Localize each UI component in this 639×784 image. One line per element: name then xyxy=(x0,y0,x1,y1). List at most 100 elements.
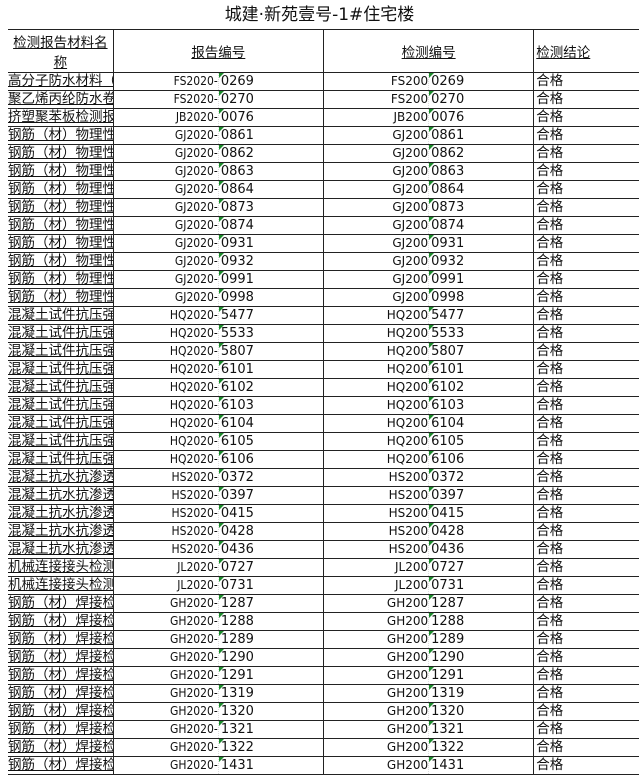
test-number-cell[interactable]: 0931 xyxy=(428,234,535,253)
test-number-cell[interactable]: 0861 xyxy=(428,126,535,145)
report-number-cell[interactable]: 0436 xyxy=(217,540,324,559)
material-name-cell[interactable]: 钢筋（材）物理性能检测报告 xyxy=(8,216,114,235)
test-prefix-cell[interactable]: GH200 xyxy=(323,630,429,649)
result-cell[interactable]: 合格 xyxy=(533,378,639,397)
result-cell[interactable]: 合格 xyxy=(533,324,639,343)
material-name-cell[interactable]: 高分子防水材料（片材）检测报告 xyxy=(8,72,114,91)
report-number-cell[interactable]: 0270 xyxy=(217,90,324,109)
material-name-cell[interactable]: 混凝土抗水抗渗透试验检测报告 xyxy=(8,468,114,487)
report-number-cell[interactable]: 1289 xyxy=(217,630,324,649)
test-prefix-cell[interactable]: HQ200 xyxy=(323,360,429,379)
result-cell[interactable]: 合格 xyxy=(533,630,639,649)
test-prefix-cell[interactable]: GH200 xyxy=(323,720,429,739)
test-prefix-cell[interactable]: FS200 xyxy=(323,90,429,109)
test-number-cell[interactable]: 0862 xyxy=(428,144,535,163)
report-number-cell[interactable]: 6101 xyxy=(217,360,324,379)
test-number-cell[interactable]: 0727 xyxy=(428,558,535,577)
material-name-cell[interactable]: 挤塑聚苯板检测报告 xyxy=(8,108,114,127)
material-name-cell[interactable]: 混凝土抗水抗渗透试验检测报告 xyxy=(8,486,114,505)
header-name[interactable]: 检测报告材料名称 xyxy=(8,29,114,73)
material-name-cell[interactable]: 混凝土试件抗压强度检测报告 xyxy=(8,396,114,415)
result-cell[interactable]: 合格 xyxy=(533,198,639,217)
report-number-cell[interactable]: 0998 xyxy=(217,288,324,307)
test-prefix-cell[interactable]: HQ200 xyxy=(323,342,429,361)
test-prefix-cell[interactable]: HS200 xyxy=(323,540,429,559)
material-name-cell[interactable]: 聚乙烯丙纶防水卷材用聚合物水泥粘结料检测报告 xyxy=(8,90,114,109)
report-prefix-cell[interactable]: GH2020- xyxy=(113,684,219,703)
test-number-cell[interactable]: 0998 xyxy=(428,288,535,307)
test-prefix-cell[interactable]: HQ200 xyxy=(323,306,429,325)
test-prefix-cell[interactable]: GJ200 xyxy=(323,216,429,235)
result-cell[interactable]: 合格 xyxy=(533,450,639,469)
report-number-cell[interactable]: 1290 xyxy=(217,648,324,667)
report-number-cell[interactable]: 0731 xyxy=(217,576,324,595)
result-cell[interactable]: 合格 xyxy=(533,306,639,325)
test-prefix-cell[interactable]: GH200 xyxy=(323,738,429,757)
test-prefix-cell[interactable]: JL200 xyxy=(323,576,429,595)
result-cell[interactable]: 合格 xyxy=(533,342,639,361)
test-prefix-cell[interactable]: JB200 xyxy=(323,108,429,127)
test-prefix-cell[interactable]: GH200 xyxy=(323,648,429,667)
test-prefix-cell[interactable]: HS200 xyxy=(323,504,429,523)
test-prefix-cell[interactable]: GJ200 xyxy=(323,288,429,307)
test-number-cell[interactable]: 0270 xyxy=(428,90,535,109)
test-number-cell[interactable]: 6103 xyxy=(428,396,535,415)
test-number-cell[interactable]: 1319 xyxy=(428,684,535,703)
report-number-cell[interactable]: 0931 xyxy=(217,234,324,253)
report-prefix-cell[interactable]: JB2020- xyxy=(113,108,219,127)
test-number-cell[interactable]: 0991 xyxy=(428,270,535,289)
result-cell[interactable]: 合格 xyxy=(533,126,639,145)
material-name-cell[interactable]: 钢筋（材）物理性能检测报告 xyxy=(8,198,114,217)
report-prefix-cell[interactable]: GJ2020- xyxy=(113,144,219,163)
result-cell[interactable]: 合格 xyxy=(533,288,639,307)
report-prefix-cell[interactable]: FS2020- xyxy=(113,72,219,91)
report-prefix-cell[interactable]: HQ2020- xyxy=(113,450,219,469)
test-prefix-cell[interactable]: GH200 xyxy=(323,612,429,631)
material-name-cell[interactable]: 混凝土试件抗压强度检测报告 xyxy=(8,450,114,469)
report-prefix-cell[interactable]: GH2020- xyxy=(113,612,219,631)
result-cell[interactable]: 合格 xyxy=(533,270,639,289)
report-prefix-cell[interactable]: HQ2020- xyxy=(113,342,219,361)
test-number-cell[interactable]: 6101 xyxy=(428,360,535,379)
material-name-cell[interactable]: 混凝土试件抗压强度检测报告 xyxy=(8,324,114,343)
report-prefix-cell[interactable]: GJ2020- xyxy=(113,252,219,271)
test-number-cell[interactable]: 1321 xyxy=(428,720,535,739)
test-number-cell[interactable]: 0397 xyxy=(428,486,535,505)
test-prefix-cell[interactable]: HQ200 xyxy=(323,324,429,343)
result-cell[interactable]: 合格 xyxy=(533,558,639,577)
result-cell[interactable]: 合格 xyxy=(533,144,639,163)
report-prefix-cell[interactable]: GH2020- xyxy=(113,756,219,775)
header-report-no[interactable]: 报告编号 xyxy=(113,29,324,73)
result-cell[interactable]: 合格 xyxy=(533,504,639,523)
test-prefix-cell[interactable]: GH200 xyxy=(323,702,429,721)
test-number-cell[interactable]: 6102 xyxy=(428,378,535,397)
report-prefix-cell[interactable]: GJ2020- xyxy=(113,198,219,217)
report-prefix-cell[interactable]: HQ2020- xyxy=(113,360,219,379)
material-name-cell[interactable]: 钢筋（材）焊接检测报告 xyxy=(8,720,114,739)
test-number-cell[interactable]: 0269 xyxy=(428,72,535,91)
report-prefix-cell[interactable]: HS2020- xyxy=(113,522,219,541)
result-cell[interactable]: 合格 xyxy=(533,666,639,685)
report-number-cell[interactable]: 6105 xyxy=(217,432,324,451)
result-cell[interactable]: 合格 xyxy=(533,738,639,757)
material-name-cell[interactable]: 钢筋（材）焊接检测报告 xyxy=(8,738,114,757)
test-prefix-cell[interactable]: GJ200 xyxy=(323,270,429,289)
material-name-cell[interactable]: 钢筋（材）物理性能检测报告 xyxy=(8,234,114,253)
result-cell[interactable]: 合格 xyxy=(533,612,639,631)
report-prefix-cell[interactable]: FS2020- xyxy=(113,90,219,109)
result-cell[interactable]: 合格 xyxy=(533,162,639,181)
result-cell[interactable]: 合格 xyxy=(533,108,639,127)
test-number-cell[interactable]: 5807 xyxy=(428,342,535,361)
test-prefix-cell[interactable]: JL200 xyxy=(323,558,429,577)
material-name-cell[interactable]: 混凝土试件抗压强度检测报告 xyxy=(8,342,114,361)
report-number-cell[interactable]: 6103 xyxy=(217,396,324,415)
report-prefix-cell[interactable]: HS2020- xyxy=(113,486,219,505)
test-number-cell[interactable]: 1322 xyxy=(428,738,535,757)
report-number-cell[interactable]: 1291 xyxy=(217,666,324,685)
result-cell[interactable]: 合格 xyxy=(533,576,639,595)
material-name-cell[interactable]: 钢筋（材）焊接检测报告 xyxy=(8,612,114,631)
report-number-cell[interactable]: 0397 xyxy=(217,486,324,505)
material-name-cell[interactable]: 钢筋（材）物理性能检测报告 xyxy=(8,180,114,199)
report-number-cell[interactable]: 0874 xyxy=(217,216,324,235)
test-number-cell[interactable]: 0731 xyxy=(428,576,535,595)
